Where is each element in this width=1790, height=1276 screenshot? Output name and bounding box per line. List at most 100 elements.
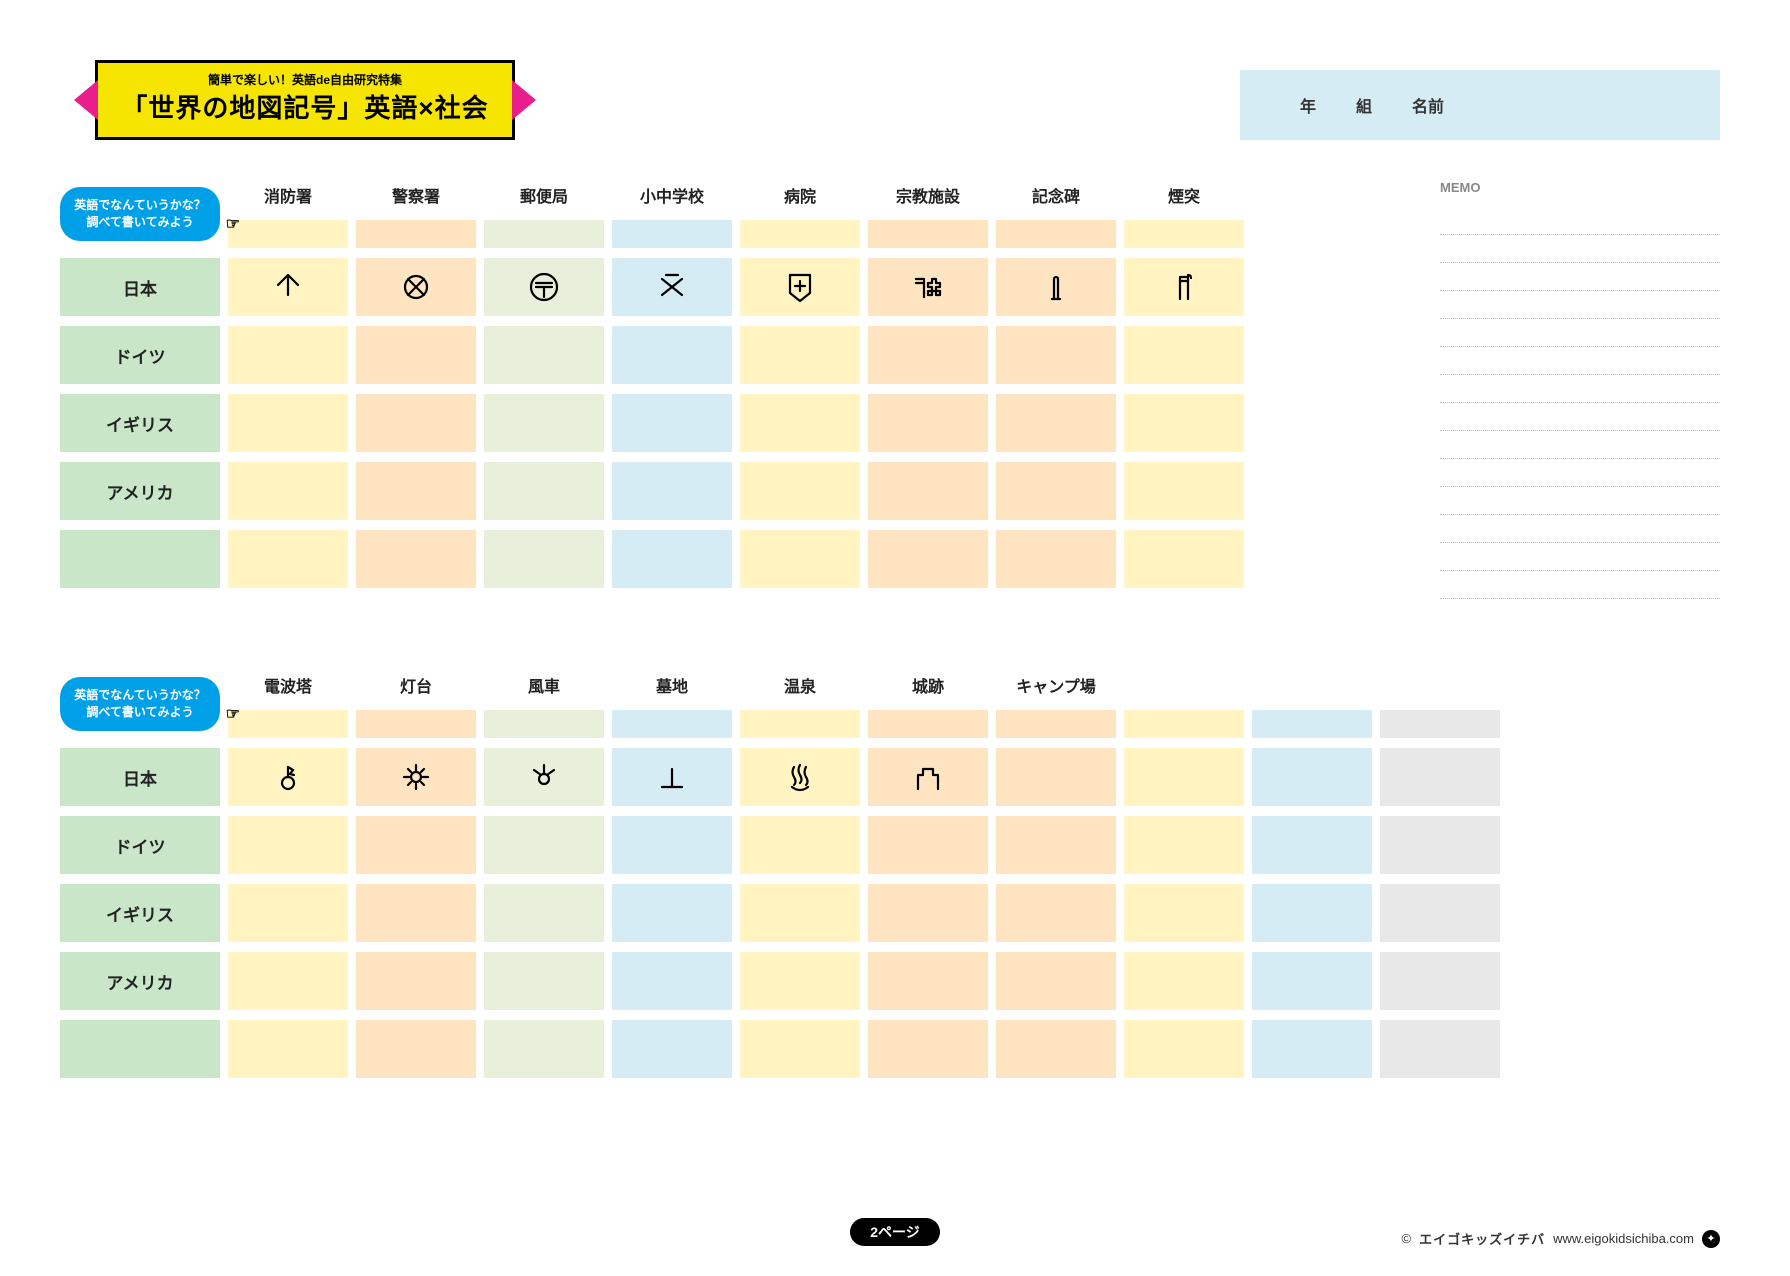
row-label: イギリス xyxy=(60,884,220,942)
column-header: 小中学校 xyxy=(612,180,732,210)
memo-line xyxy=(1440,487,1720,515)
table-cell xyxy=(612,884,732,942)
memo-line xyxy=(1440,403,1720,431)
table-cell xyxy=(1380,884,1500,942)
table-cell xyxy=(228,462,348,520)
table-cell xyxy=(868,884,988,942)
table-cell xyxy=(228,952,348,1010)
banner-title: 「世界の地図記号」英語×社会 xyxy=(118,88,492,125)
table-cell xyxy=(996,462,1116,520)
map-symbol-school xyxy=(612,258,732,316)
table-cell xyxy=(996,1020,1116,1078)
row-label xyxy=(60,1020,220,1078)
memo-area: MEMO xyxy=(1440,180,1720,599)
column-header: 警察署 xyxy=(356,180,476,210)
table-cell xyxy=(356,394,476,452)
table-cell xyxy=(612,816,732,874)
map-symbol-grave xyxy=(612,748,732,806)
header-fill xyxy=(740,220,860,248)
copyright-symbol: © xyxy=(1401,1231,1411,1246)
column-header: 郵便局 xyxy=(484,180,604,210)
column-header xyxy=(1252,670,1372,700)
table-cell xyxy=(1124,394,1244,452)
map-symbol-post xyxy=(484,258,604,316)
column-header: 城跡 xyxy=(868,670,988,700)
table-cell xyxy=(1124,326,1244,384)
banner-subtitle: 簡単で楽しい！英語de自由研究特集 xyxy=(118,71,492,88)
table-cell xyxy=(740,326,860,384)
column-header xyxy=(1124,670,1244,700)
table-2: 英語でなんていうかな？調べて書いてみよう☞電波塔灯台風車墓地温泉城跡キャンプ場日… xyxy=(60,670,1500,1078)
header-fill xyxy=(612,710,732,738)
map-symbol-chimney xyxy=(1124,258,1244,316)
map-symbol-windmill xyxy=(484,748,604,806)
table-cell xyxy=(1380,816,1500,874)
map-symbol-fire xyxy=(228,258,348,316)
table-cell xyxy=(740,816,860,874)
header-fill xyxy=(996,710,1116,738)
column-header: 墓地 xyxy=(612,670,732,700)
table-cell xyxy=(1124,530,1244,588)
header-fill xyxy=(1124,710,1244,738)
header-fill xyxy=(1380,710,1500,738)
table-cell xyxy=(228,884,348,942)
table-cell xyxy=(868,326,988,384)
table-cell xyxy=(484,394,604,452)
table-cell xyxy=(868,816,988,874)
table-cell xyxy=(356,326,476,384)
table-cell xyxy=(484,530,604,588)
column-header: 消防署 xyxy=(228,180,348,210)
header-fill xyxy=(484,220,604,248)
table-cell xyxy=(996,394,1116,452)
table-cell xyxy=(356,884,476,942)
row-label: アメリカ xyxy=(60,462,220,520)
table-cell xyxy=(868,530,988,588)
table-cell xyxy=(356,462,476,520)
memo-line xyxy=(1440,431,1720,459)
brand-icon: ✦ xyxy=(1702,1230,1720,1248)
memo-line xyxy=(1440,375,1720,403)
header-fill xyxy=(996,220,1116,248)
table-cell xyxy=(1380,952,1500,1010)
column-header: 灯台 xyxy=(356,670,476,700)
map-symbol-lighthouse xyxy=(356,748,476,806)
table-cell xyxy=(484,462,604,520)
table-cell xyxy=(1124,462,1244,520)
table-cell xyxy=(612,462,732,520)
table-cell xyxy=(868,462,988,520)
header-fill xyxy=(356,710,476,738)
column-header: 風車 xyxy=(484,670,604,700)
pointing-hand-icon: ☞ xyxy=(226,704,240,726)
table-cell xyxy=(1380,748,1500,806)
credit: © エイゴキッズイチバ www.eigokidsichiba.com ✦ xyxy=(1401,1229,1720,1248)
table-cell xyxy=(996,748,1116,806)
table-cell xyxy=(1124,816,1244,874)
name-box: 年 組 名前 xyxy=(1240,70,1720,140)
table-cell xyxy=(228,1020,348,1078)
table-cell xyxy=(1124,884,1244,942)
column-header: 記念碑 xyxy=(996,180,1116,210)
table-cell xyxy=(228,530,348,588)
memo-line xyxy=(1440,235,1720,263)
cloud-cell: 英語でなんていうかな？調べて書いてみよう☞ xyxy=(60,180,220,248)
pointing-hand-icon: ☞ xyxy=(226,214,240,236)
table-cell xyxy=(740,530,860,588)
cloud-cell: 英語でなんていうかな？調べて書いてみよう☞ xyxy=(60,670,220,738)
table-cell xyxy=(868,952,988,1010)
label-class: 組 xyxy=(1356,93,1372,117)
table-cell xyxy=(1124,1020,1244,1078)
table-cell xyxy=(612,952,732,1010)
column-header: 煙突 xyxy=(1124,180,1244,210)
memo-line xyxy=(1440,571,1720,599)
memo-line xyxy=(1440,263,1720,291)
table-cell xyxy=(996,884,1116,942)
row-label xyxy=(60,530,220,588)
map-symbol-castle xyxy=(868,748,988,806)
table-cell xyxy=(612,326,732,384)
table-cell xyxy=(996,952,1116,1010)
column-header: 宗教施設 xyxy=(868,180,988,210)
table-cell xyxy=(484,816,604,874)
map-symbol-police xyxy=(356,258,476,316)
table-cell xyxy=(996,530,1116,588)
table-cell xyxy=(1252,952,1372,1010)
